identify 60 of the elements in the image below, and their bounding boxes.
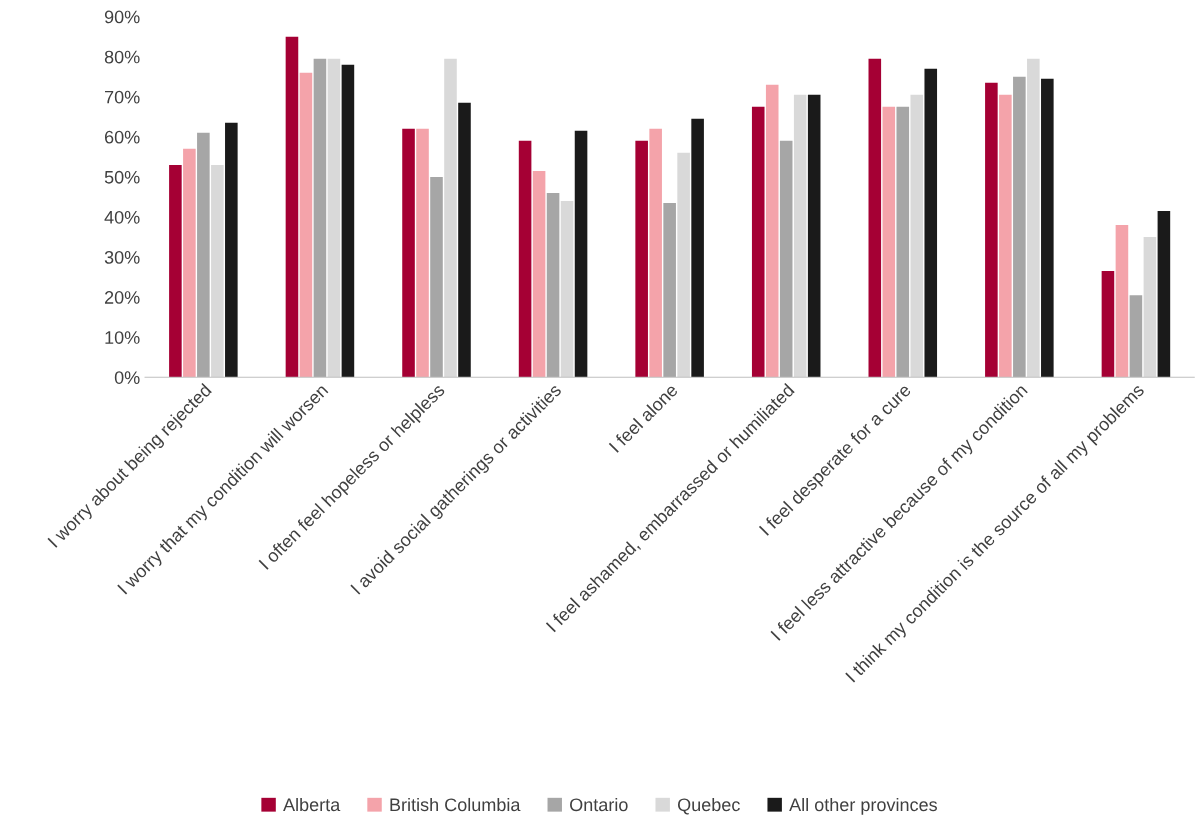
bar bbox=[751, 106, 765, 378]
bar bbox=[285, 36, 299, 378]
legend-label: Alberta bbox=[283, 797, 341, 812]
bar bbox=[999, 94, 1012, 378]
bar bbox=[924, 68, 938, 378]
bar bbox=[868, 58, 882, 378]
bar bbox=[910, 94, 924, 378]
bar bbox=[560, 200, 574, 378]
bar bbox=[1129, 295, 1143, 378]
bar bbox=[574, 130, 588, 378]
bar bbox=[458, 102, 471, 378]
bar bbox=[430, 176, 443, 378]
y-tick-label: 40% bbox=[104, 210, 140, 224]
bar bbox=[1027, 58, 1040, 378]
y-tick-label: 20% bbox=[104, 291, 140, 304]
bar bbox=[985, 82, 998, 378]
y-tick-label: 70% bbox=[105, 90, 140, 104]
bar bbox=[341, 64, 355, 378]
legend-label: British Columbia bbox=[390, 797, 521, 812]
bar bbox=[793, 94, 807, 378]
bar bbox=[1013, 76, 1026, 378]
y-tick-label: 50% bbox=[104, 170, 140, 184]
bar bbox=[211, 164, 224, 378]
bar bbox=[1041, 78, 1054, 378]
bar bbox=[1157, 210, 1171, 378]
y-tick-label: 0% bbox=[114, 371, 140, 384]
bar bbox=[765, 84, 779, 378]
bar bbox=[1143, 237, 1157, 378]
bar bbox=[518, 140, 532, 378]
bar bbox=[402, 128, 415, 378]
bar bbox=[1115, 225, 1129, 378]
bar bbox=[896, 106, 910, 378]
y-tick-label: 10% bbox=[105, 331, 140, 344]
bar bbox=[649, 128, 662, 378]
bar bbox=[1101, 271, 1115, 378]
bar bbox=[169, 164, 182, 378]
bar bbox=[882, 106, 896, 378]
y-tick-label: 30% bbox=[104, 250, 140, 264]
bar bbox=[444, 58, 457, 378]
bar bbox=[197, 132, 210, 378]
bar bbox=[416, 128, 429, 378]
bar bbox=[677, 152, 690, 378]
y-tick-label: 60% bbox=[105, 130, 140, 144]
bar bbox=[327, 58, 341, 378]
bar bbox=[546, 192, 560, 378]
y-tick-label: 90% bbox=[104, 10, 140, 24]
bar bbox=[225, 122, 238, 378]
bar bbox=[299, 72, 313, 378]
legend-label: All other provinces bbox=[789, 797, 937, 815]
bar bbox=[779, 140, 793, 378]
bar bbox=[313, 58, 327, 378]
bar bbox=[807, 94, 821, 378]
legend-label: Ontario bbox=[570, 797, 628, 812]
bar bbox=[183, 148, 196, 378]
y-tick-label: 80% bbox=[104, 50, 140, 64]
legend-label: Quebec bbox=[677, 797, 740, 815]
bar bbox=[663, 202, 676, 378]
bar bbox=[691, 118, 704, 378]
bar bbox=[635, 140, 648, 378]
bar bbox=[532, 170, 546, 378]
